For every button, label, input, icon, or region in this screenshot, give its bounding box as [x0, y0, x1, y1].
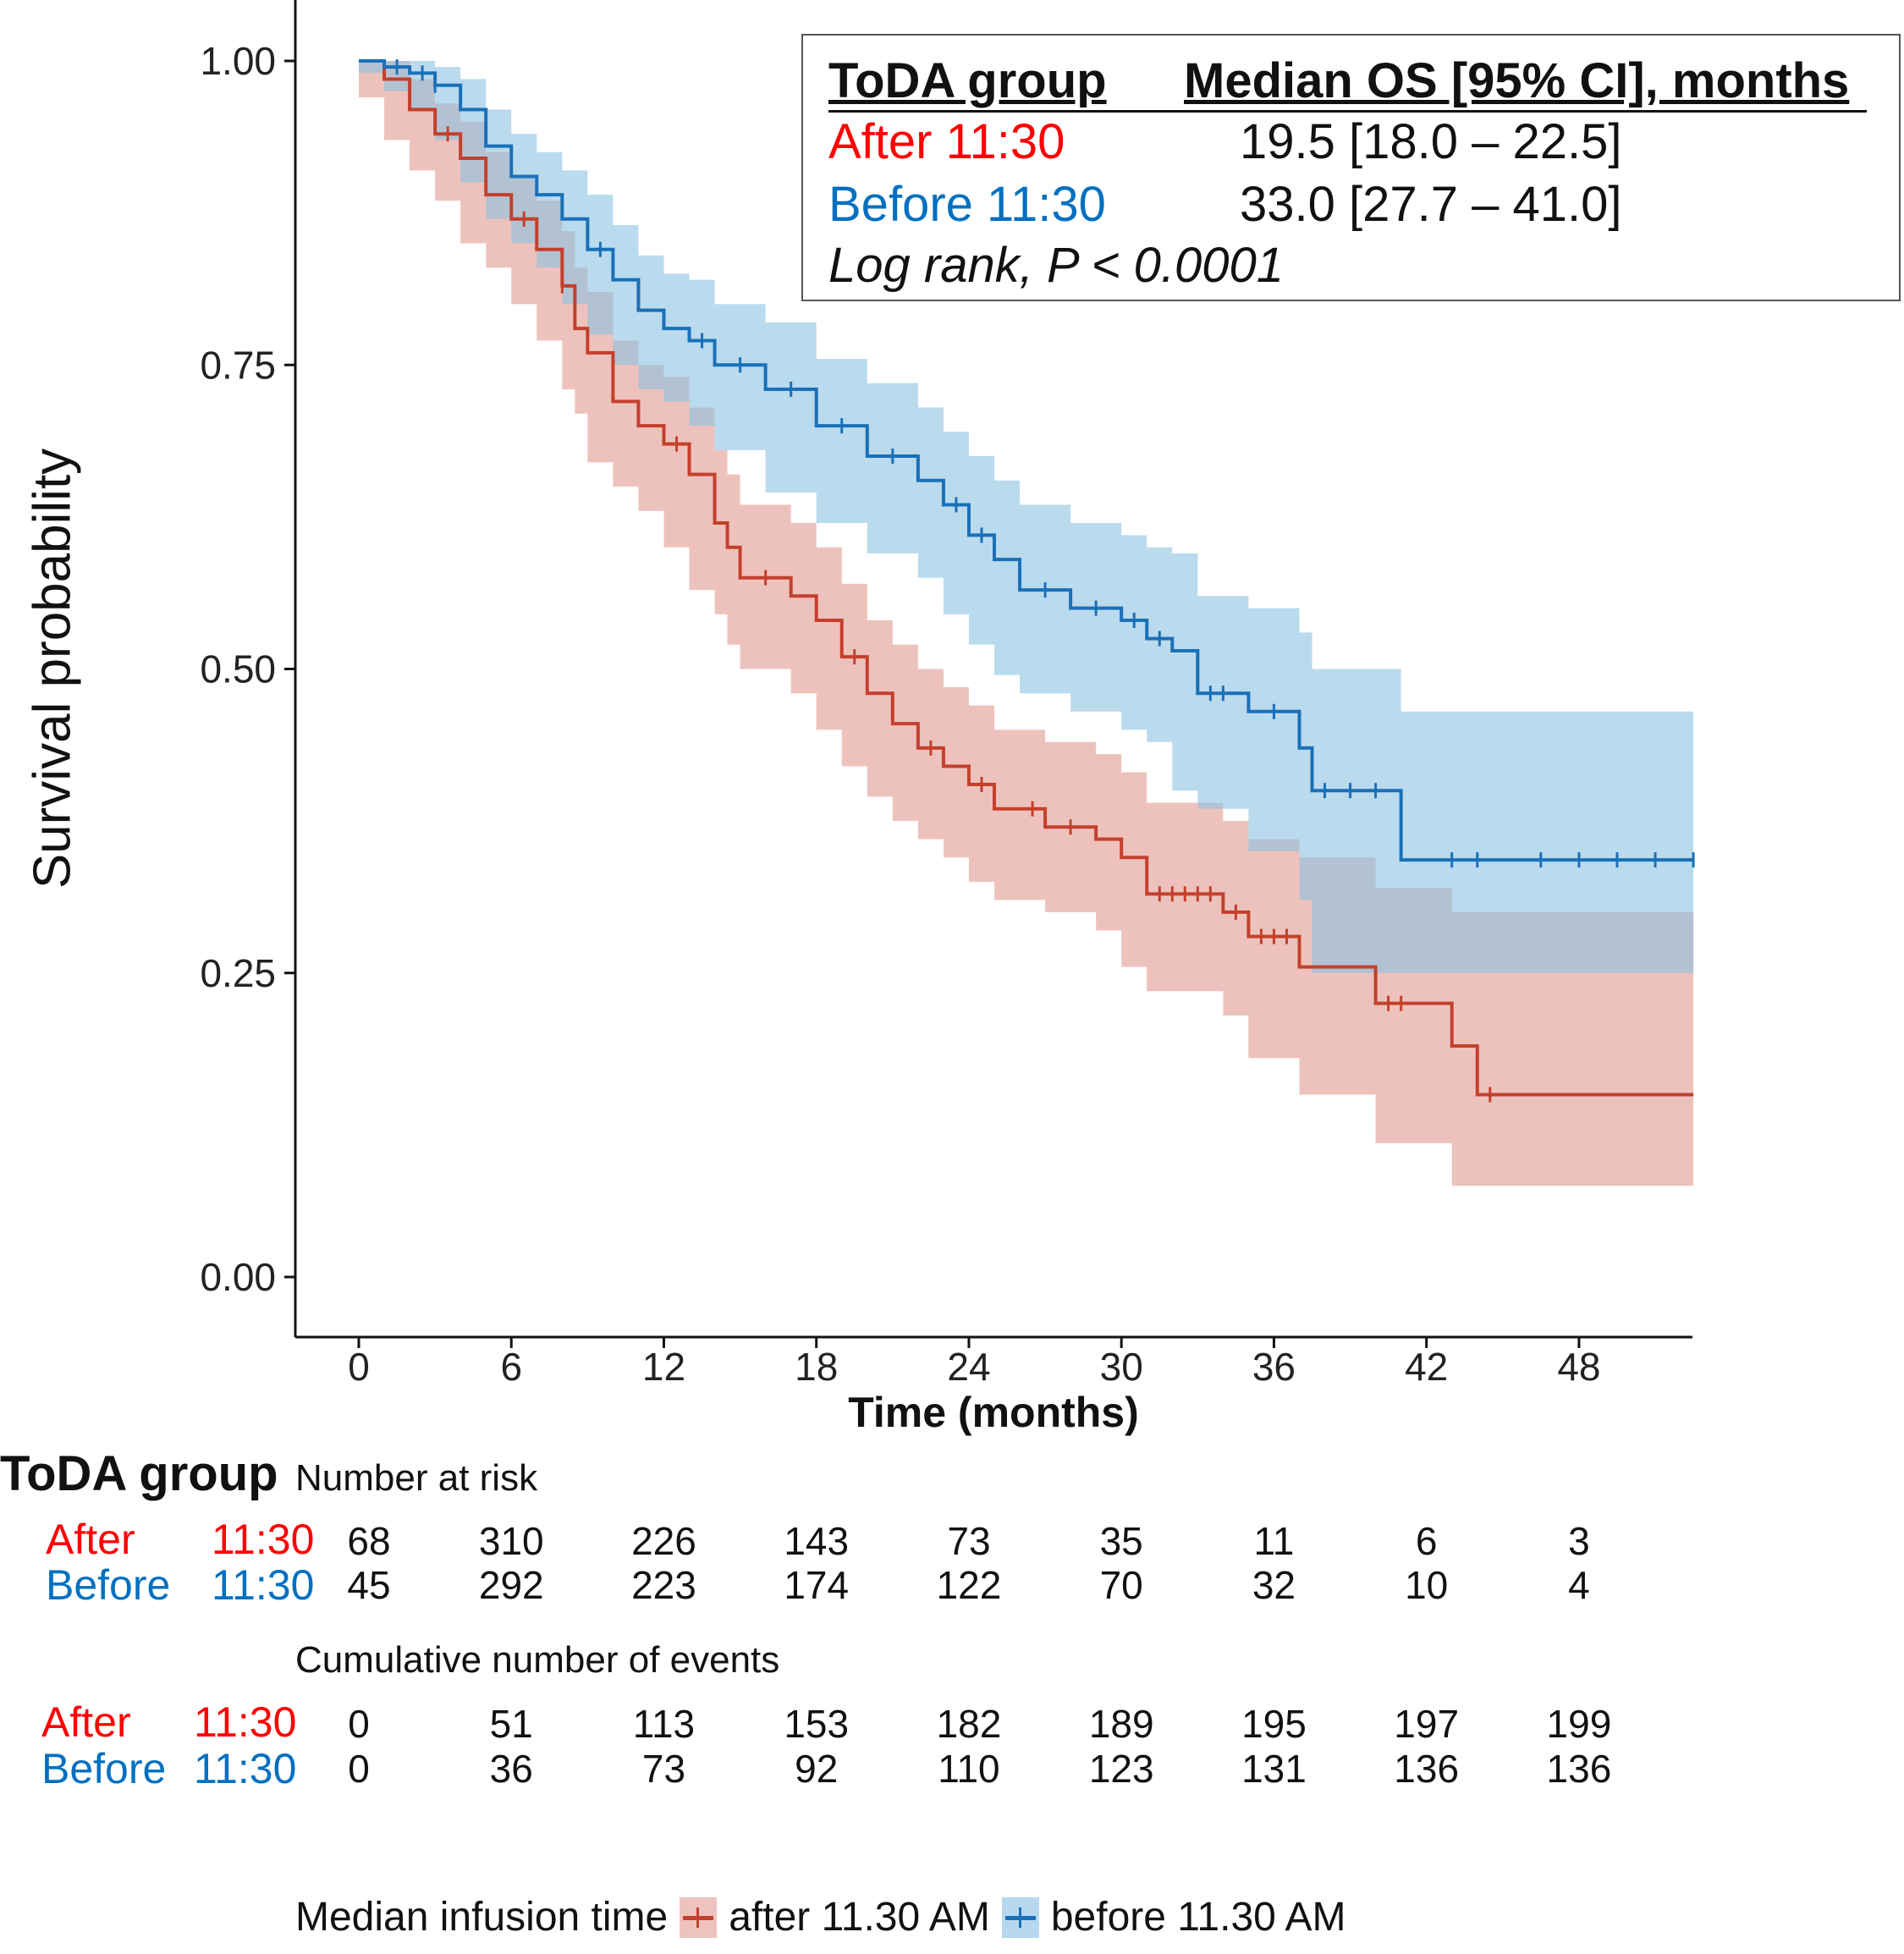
events-before-value: 73 — [641, 1747, 686, 1791]
events-label-after-time: 11:30 — [194, 1698, 297, 1746]
risk-after-value: 3 — [1568, 1519, 1590, 1563]
risk-before-value: 122 — [936, 1563, 1002, 1607]
x-tick-label: 30 — [1100, 1345, 1143, 1389]
median-os-legend: ToDA group Median OS [95% CI], months Af… — [801, 34, 1901, 301]
events-title: Cumulative number of events — [295, 1639, 780, 1681]
risk-before-value: 4 — [1568, 1563, 1590, 1607]
header-underline — [828, 110, 1867, 113]
axes: 0.00 0.25 0.50 0.75 1.00 0 6 12 18 24 30 36 42 48 — [200, 0, 1692, 1389]
legend-header-group: ToDA group — [828, 53, 1107, 108]
risk-before-value: 223 — [631, 1563, 696, 1607]
legend-group-before: Before 11:30 — [828, 177, 1106, 232]
events-after-value: 197 — [1394, 1702, 1460, 1746]
legend-key-after-icon — [680, 1896, 718, 1938]
risk-after-value: 6 — [1415, 1519, 1438, 1563]
x-tick-label: 36 — [1252, 1345, 1296, 1389]
events-after-value: 153 — [784, 1702, 850, 1746]
events-label-after: After — [41, 1698, 131, 1746]
legend-median-before: 33.0 [27.7 – 41.0] — [1240, 177, 1622, 232]
x-tick-label: 18 — [795, 1345, 838, 1389]
risk-title: Number at risk — [295, 1457, 538, 1499]
risk-after-value: 143 — [784, 1519, 850, 1563]
legend-label-after: after 11.30 AM — [729, 1895, 990, 1940]
risk-after-value: 310 — [478, 1519, 544, 1563]
risk-label-before-time: 11:30 — [212, 1561, 315, 1609]
x-tick-label: 42 — [1405, 1345, 1448, 1389]
y-tick-label: 0.25 — [200, 951, 276, 995]
events-after-value: 113 — [632, 1702, 696, 1746]
events-label-before-time: 11:30 — [194, 1745, 297, 1792]
risk-group-title: ToDA group — [0, 1446, 278, 1501]
bottom-legend: Median infusion time after 11.30 AM befo… — [295, 1894, 1346, 1940]
events-before-value: 0 — [348, 1747, 370, 1791]
events-before-value: 110 — [938, 1747, 1000, 1791]
events-before-value: 92 — [795, 1747, 839, 1791]
x-axis-label: Time (months) — [848, 1389, 1139, 1436]
y-tick-label: 1.00 — [200, 39, 276, 83]
risk-after-value: 73 — [947, 1519, 991, 1563]
x-tick-label: 6 — [500, 1345, 522, 1389]
events-before-value: 136 — [1546, 1747, 1612, 1791]
risk-label-after-time: 11:30 — [212, 1516, 315, 1563]
events-after-value: 0 — [348, 1702, 370, 1746]
events-label-before: Before — [41, 1745, 167, 1792]
legend-group-after: After 11:30 — [828, 114, 1065, 169]
before-ci-band — [359, 61, 1694, 973]
legend-median-after: 19.5 [18.0 – 22.5] — [1240, 114, 1622, 169]
confidence-bands — [359, 61, 1694, 1186]
events-after-value: 189 — [1088, 1702, 1154, 1746]
risk-label-before: Before — [46, 1561, 171, 1609]
x-tick-label: 24 — [947, 1345, 990, 1389]
risk-before-value: 10 — [1405, 1563, 1449, 1607]
survival-curves — [359, 59, 1695, 1103]
events-before-value: 123 — [1088, 1747, 1154, 1791]
risk-before-value: 174 — [784, 1563, 850, 1607]
events-before-value: 36 — [489, 1747, 533, 1791]
y-tick-label: 0.00 — [200, 1255, 276, 1299]
risk-before-value: 292 — [478, 1563, 544, 1607]
legend-header-median: Median OS [95% CI], months — [1184, 53, 1850, 108]
logrank-prefix: Log rank, — [828, 238, 1047, 293]
risk-after-value: 68 — [347, 1519, 391, 1563]
events-after-value: 195 — [1241, 1702, 1307, 1746]
before-survival-curve — [359, 59, 1694, 862]
events-before-value: 131 — [1241, 1747, 1307, 1791]
risk-after-value: 11 — [1253, 1519, 1295, 1563]
legend-label-before: before 11.30 AM — [1050, 1895, 1346, 1940]
legend-key-before-icon — [1001, 1896, 1039, 1938]
events-before-value: 136 — [1394, 1747, 1460, 1791]
events-after-value: 51 — [489, 1702, 533, 1746]
events-after-value: 182 — [936, 1702, 1002, 1746]
x-tick-label: 0 — [348, 1345, 370, 1389]
logrank-text: Log rank, P < 0.0001 — [828, 237, 1284, 294]
bottom-legend-title: Median infusion time — [295, 1895, 669, 1940]
risk-after-value: 35 — [1099, 1519, 1143, 1563]
x-tick-label: 48 — [1557, 1345, 1600, 1389]
risk-after-value: 226 — [631, 1519, 696, 1563]
y-axis-label: Survival probability — [23, 448, 82, 889]
risk-before-value: 32 — [1252, 1563, 1296, 1607]
risk-before-value: 45 — [347, 1563, 391, 1607]
x-tick-label: 12 — [642, 1345, 685, 1389]
risk-before-value: 70 — [1099, 1563, 1143, 1607]
km-plot: 0.00 0.25 0.50 0.75 1.00 0 6 12 18 24 30 36 42 48 — [200, 0, 1695, 1389]
risk-label-after: After — [46, 1516, 135, 1563]
y-tick-label: 0.50 — [200, 647, 276, 691]
logrank-p: P < 0.0001 — [1046, 238, 1284, 293]
events-after-value: 199 — [1546, 1702, 1612, 1746]
y-tick-label: 0.75 — [200, 343, 276, 387]
